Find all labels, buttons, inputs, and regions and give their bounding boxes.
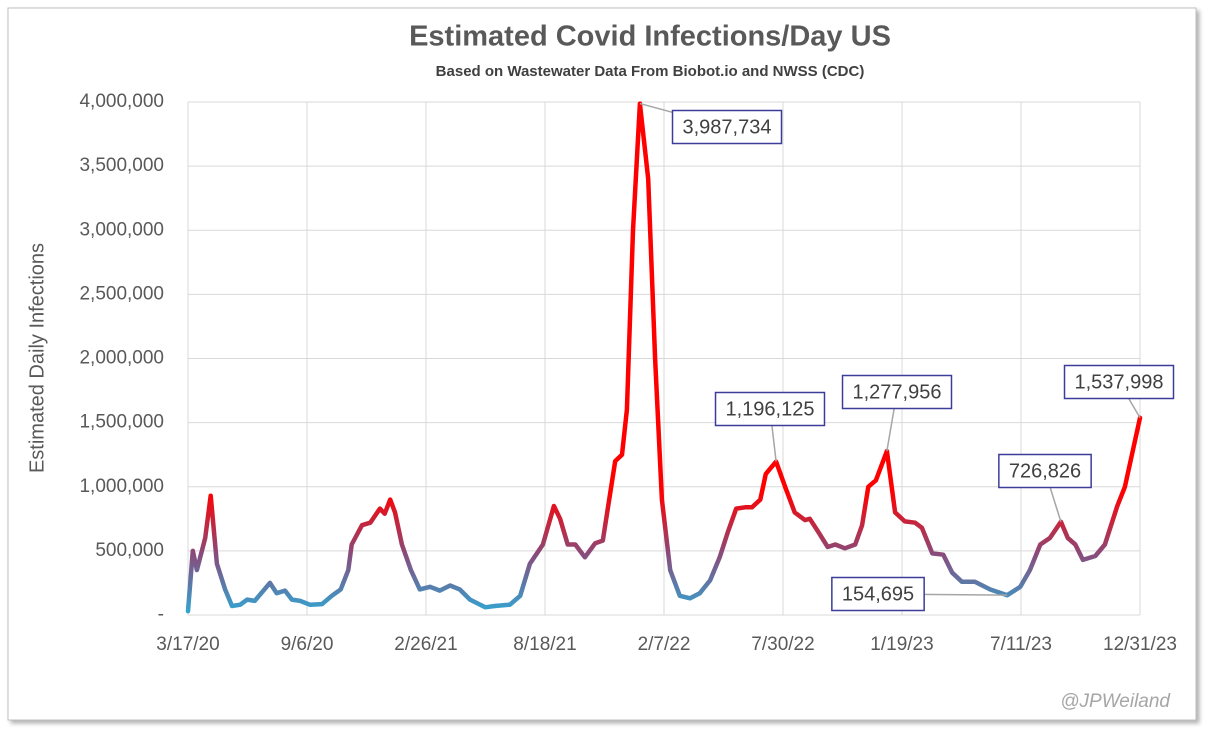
data-label: 154,695 [842, 583, 914, 605]
y-tick-label: 500,000 [95, 540, 164, 561]
y-tick-label: - [158, 604, 164, 625]
data-line [185, 101, 1143, 614]
y-tick-label: 4,000,000 [79, 91, 164, 112]
data-label: 1,277,956 [853, 381, 942, 403]
x-tick-label: 9/6/20 [281, 634, 334, 655]
x-tick-label: 1/19/23 [870, 634, 933, 655]
data-label: 726,826 [1009, 460, 1081, 482]
callout-box [1063, 364, 1175, 400]
y-tick-label: 1,000,000 [79, 476, 164, 497]
x-tick-label: 7/30/22 [751, 634, 814, 655]
callout-box [714, 391, 826, 427]
y-tick-label: 1,500,000 [79, 412, 164, 433]
x-tick-label: 12/31/23 [1103, 634, 1177, 655]
chart-subtitle: Based on Wastewater Data From Biobot.io … [436, 63, 865, 80]
y-tick-label: 2,000,000 [79, 348, 164, 369]
y-axis-label: Estimated Daily Infections [26, 243, 48, 473]
y-tick-label: 2,500,000 [79, 283, 164, 304]
x-tick-label: 3/17/20 [156, 634, 219, 655]
chart-title: Estimated Covid Infections/Day US [409, 21, 891, 53]
callout-box [841, 374, 953, 410]
y-tick-label: 3,000,000 [79, 219, 164, 240]
chart-frame [7, 7, 1197, 721]
callout-box [671, 109, 783, 145]
x-tick-label: 7/11/23 [990, 634, 1052, 655]
data-label: 1,537,998 [1075, 371, 1164, 393]
x-tick-label: 8/18/21 [513, 634, 576, 655]
x-tick-label: 2/7/22 [638, 634, 691, 655]
callout-box [831, 576, 925, 612]
watermark: @JPWeiland [1060, 691, 1171, 712]
callout-box [998, 453, 1092, 489]
data-label: 3,987,734 [683, 116, 772, 138]
x-tick-label: 2/26/21 [394, 634, 457, 655]
data-label: 1,196,125 [726, 398, 815, 420]
y-tick-label: 3,500,000 [79, 155, 164, 176]
